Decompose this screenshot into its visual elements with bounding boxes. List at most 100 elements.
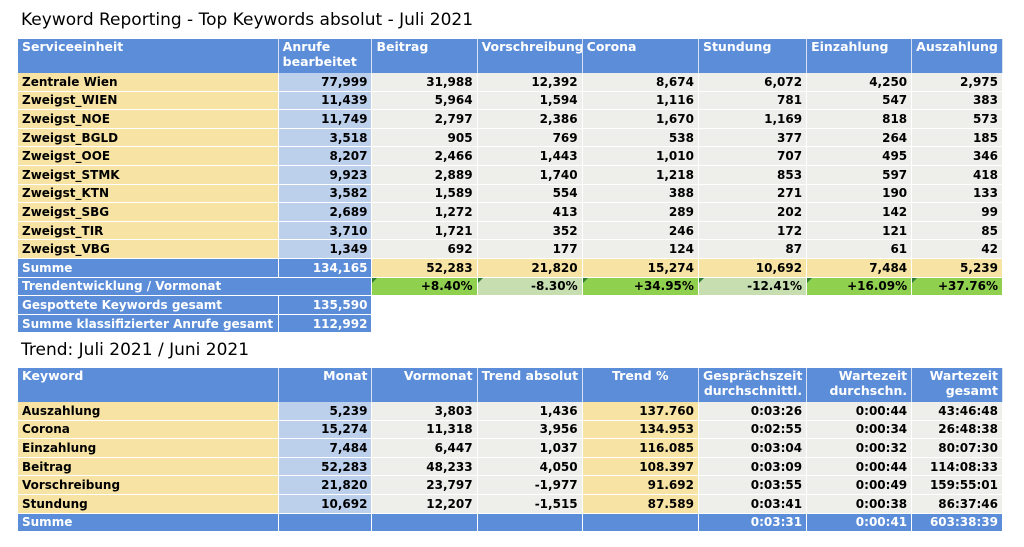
corona-value: 289: [582, 202, 699, 222]
corona-value: 538: [582, 128, 699, 148]
trend-absolut-value: 3,956: [477, 420, 583, 440]
gespraechszeit-value: 0:03:41: [698, 494, 808, 514]
header-wz-line2: durchschn.: [829, 383, 908, 398]
header-wartezeit-gesamt: Wartezeit gesamt: [911, 368, 1003, 402]
trend-row: Trendentwicklung / Vormonat +8.40% -8.30% +…: [18, 277, 1003, 297]
auszahlung-value: 185: [911, 128, 1003, 148]
empty-cell: [278, 513, 373, 533]
trend-beitrag: +8.40%: [371, 277, 478, 297]
empty-cell: [806, 314, 912, 334]
monat-value: 10,692: [278, 494, 373, 514]
trend-table: Keyword Monat Vormonat Trend absolut Tre…: [18, 368, 1003, 533]
header-anrufe-line1: Anrufe: [282, 39, 331, 54]
anrufe-value: 3,710: [278, 221, 373, 241]
empty-cell: [911, 314, 1003, 334]
header-monat: Monat: [278, 368, 373, 402]
gespraechszeit-value: 0:03:26: [698, 402, 808, 421]
empty-cell: [582, 513, 699, 533]
beitrag-value: 2,466: [371, 146, 478, 166]
header-stundung: Stundung: [698, 39, 808, 73]
monat-value: 7,484: [278, 438, 373, 458]
auszahlung-value: 99: [911, 202, 1003, 222]
row-name: Zweigst_KTN: [18, 184, 279, 204]
keyword-name: Auszahlung: [18, 402, 279, 421]
klassifiziert-row: Summe klassifizierter Anrufe gesamt 112,9…: [18, 314, 1003, 334]
row-name: Zweigst_STMK: [18, 165, 279, 185]
trend-table-row: Einzahlung 7,484 6,447 1,037 116.085 0:03:04 0…: [18, 438, 1003, 458]
stundung-value: 781: [698, 91, 808, 111]
empty-cell: [371, 513, 478, 533]
summe-corona: 15,274: [582, 258, 699, 278]
header-trend-absolut: Trend absolut: [477, 368, 583, 402]
wartezeit-gesamt-value: 80:07:30: [911, 438, 1003, 458]
summe-wartezeit-durchschn: 0:00:41: [806, 513, 913, 533]
vorschreibung-value: 769: [477, 128, 583, 148]
keyword-name: Beitrag: [18, 457, 279, 477]
einzahlung-value: 190: [806, 184, 913, 204]
row-name: Zweigst_NOE: [18, 109, 279, 129]
trend-table-row: Auszahlung 5,239 3,803 1,436 137.760 0:03:26 0…: [18, 402, 1003, 421]
beitrag-value: 1,721: [371, 221, 478, 241]
header-gespraechszeit: Gesprächszeit durchschnittl.: [698, 368, 808, 402]
vorschreibung-value: 1,740: [477, 165, 583, 185]
wartezeit-durchschn-value: 0:00:34: [806, 420, 913, 440]
header-anrufe-line2: bearbeitet: [282, 54, 357, 69]
table-row: Zweigst_VBG 1,349 692 177 124 87 61 42: [18, 239, 1003, 259]
vormonat-value: 6,447: [371, 438, 478, 458]
wartezeit-durchschn-value: 0:00:38: [806, 494, 913, 514]
summe-label: Summe: [18, 258, 279, 278]
trend-vorschreibung: -8.30%: [477, 277, 583, 297]
table-row: Zentrale Wien 77,999 31,988 12,392 8,674 6,07…: [18, 73, 1003, 92]
summe-gespraechszeit: 0:03:31: [698, 513, 808, 533]
trend-summe-label: Summe: [18, 513, 279, 533]
einzahlung-value: 547: [806, 91, 913, 111]
trend-pct-value: 137.760: [582, 402, 699, 421]
row-name: Zweigst_TIR: [18, 221, 279, 241]
einzahlung-value: 597: [806, 165, 913, 185]
empty-cell: [477, 314, 583, 334]
empty-cell: [582, 314, 699, 334]
vorschreibung-value: 413: [477, 202, 583, 222]
empty-cell: [371, 314, 478, 334]
header-keyword: Keyword: [18, 368, 279, 402]
gespottet-row: Gespottete Keywords gesamt 135,590: [18, 295, 1003, 315]
wartezeit-gesamt-value: 114:08:33: [911, 457, 1003, 477]
corona-value: 1,116: [582, 91, 699, 111]
keyword-name: Corona: [18, 420, 279, 440]
anrufe-value: 11,439: [278, 91, 373, 111]
auszahlung-value: 85: [911, 221, 1003, 241]
trend-auszahlung: +37.76%: [911, 277, 1003, 297]
header-corona: Corona: [582, 39, 699, 73]
header-vorschreibung: Vorschreibung: [477, 39, 583, 73]
trend-absolut-value: 1,037: [477, 438, 583, 458]
trend-table-row: Beitrag 52,283 48,233 4,050 108.397 0:03:09 0:…: [18, 457, 1003, 477]
vorschreibung-value: 12,392: [477, 73, 583, 92]
wartezeit-gesamt-value: 159:55:01: [911, 475, 1003, 495]
table-row: Zweigst_SBG 2,689 1,272 413 289 202 142 99: [18, 202, 1003, 222]
trend-table-row: Vorschreibung 21,820 23,797 -1,977 91.692 0:0…: [18, 475, 1003, 495]
row-name: Zweigst_SBG: [18, 202, 279, 222]
vormonat-value: 3,803: [371, 402, 478, 421]
wartezeit-durchschn-value: 0:00:49: [806, 475, 913, 495]
stundung-value: 172: [698, 221, 808, 241]
header-wg-line1: Wartezeit: [929, 368, 998, 383]
keyword-name: Vorschreibung: [18, 475, 279, 495]
anrufe-value: 77,999: [278, 73, 373, 92]
header-serviceeinheit: Serviceeinheit: [18, 39, 279, 73]
header-wartezeit-durchschn: Wartezeit durchschn.: [806, 368, 913, 402]
auszahlung-value: 383: [911, 91, 1003, 111]
trend-table-row: Stundung 10,692 12,207 -1,515 87.589 0:03:41 0…: [18, 494, 1003, 514]
wartezeit-gesamt-value: 26:48:38: [911, 420, 1003, 440]
summe-stundung: 10,692: [698, 258, 808, 278]
corona-value: 1,670: [582, 109, 699, 129]
auszahlung-value: 573: [911, 109, 1003, 129]
corona-value: 388: [582, 184, 699, 204]
trend-absolut-value: 1,436: [477, 402, 583, 421]
keyword-name: Einzahlung: [18, 438, 279, 458]
beitrag-value: 1,272: [371, 202, 478, 222]
monat-value: 5,239: [278, 402, 373, 421]
vormonat-value: 23,797: [371, 475, 478, 495]
monat-value: 21,820: [278, 475, 373, 495]
stundung-value: 1,169: [698, 109, 808, 129]
trend-title: Trend: Juli 2021 / Juni 2021: [21, 340, 250, 360]
